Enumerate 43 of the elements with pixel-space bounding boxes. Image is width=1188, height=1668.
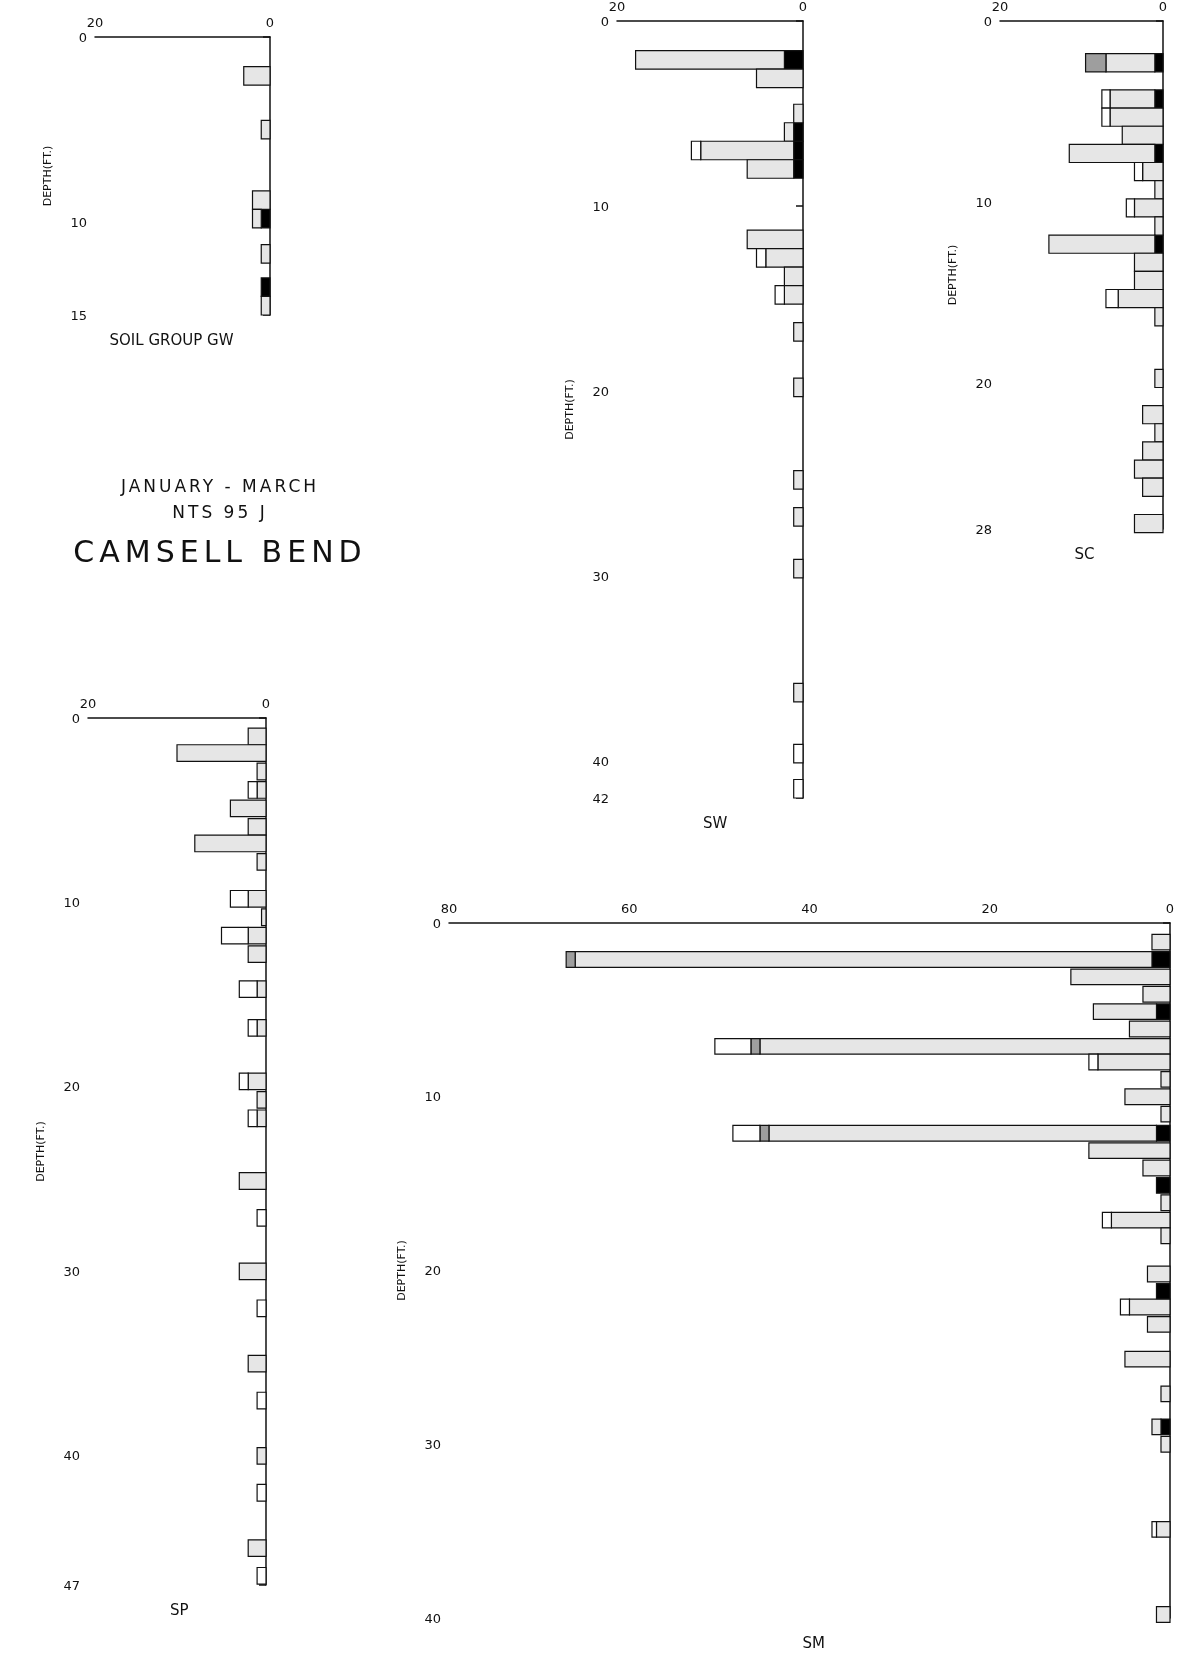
x-tick-label: 40 bbox=[801, 901, 818, 916]
y-tick-label: 10 bbox=[70, 214, 87, 230]
y-tick-label: 30 bbox=[63, 1263, 80, 1279]
y-tick-label: 10 bbox=[592, 198, 609, 214]
y-tick-label: 20 bbox=[592, 383, 609, 399]
y-tick-label: 0 bbox=[432, 915, 441, 931]
y-axis-title: DEPTH(FT.) bbox=[946, 244, 959, 306]
x-tick-label: 20 bbox=[608, 0, 626, 14]
y-axis-title: DEPTH(FT.) bbox=[563, 379, 576, 440]
y-tick-label: 10 bbox=[424, 1089, 441, 1105]
y-tick-label: 40 bbox=[63, 1448, 80, 1464]
y-tick-label: 30 bbox=[592, 568, 609, 584]
y-tick-label: 30 bbox=[424, 1436, 441, 1452]
x-tick-label: 20 bbox=[991, 0, 1009, 14]
y-tick-label: 42 bbox=[592, 790, 609, 806]
y-tick-label: 40 bbox=[424, 1610, 441, 1626]
y-axis-title: DEPTH(FT.) bbox=[34, 1121, 47, 1182]
text: SM bbox=[802, 1633, 825, 1652]
text: SP bbox=[170, 1600, 189, 1619]
text: JANUARY - MARCH bbox=[119, 476, 321, 496]
y-tick-label: 0 bbox=[71, 710, 80, 726]
x-tick-label: 0 bbox=[1158, 0, 1168, 14]
y-tick-label: 20 bbox=[424, 1263, 441, 1278]
y-tick-label: 10 bbox=[63, 894, 80, 910]
y-axis-title: DEPTH(FT.) bbox=[395, 1240, 408, 1301]
y-tick-label: 15 bbox=[70, 307, 87, 323]
x-tick-label: 0 bbox=[1165, 901, 1175, 916]
y-tick-label: 28 bbox=[975, 521, 992, 537]
y-tick-label: 20 bbox=[975, 376, 992, 392]
y-tick-label: 47 bbox=[63, 1577, 80, 1593]
text: SC bbox=[1074, 544, 1095, 563]
text: SOIL GROUP GW bbox=[109, 330, 234, 349]
y-tick-label: 10 bbox=[975, 194, 992, 210]
y-tick-label: 0 bbox=[78, 29, 87, 45]
x-tick-label: 0 bbox=[798, 0, 808, 14]
y-tick-label: 40 bbox=[592, 753, 609, 769]
text: SW bbox=[703, 813, 728, 832]
text: CAMSELL BEND bbox=[72, 534, 368, 569]
y-axis-title: DEPTH(FT.) bbox=[41, 145, 54, 207]
text: NTS 95 J bbox=[171, 502, 269, 522]
y-tick-label: 20 bbox=[63, 1079, 80, 1095]
x-tick-label: 60 bbox=[620, 901, 638, 916]
x-tick-label: 80 bbox=[440, 901, 458, 916]
